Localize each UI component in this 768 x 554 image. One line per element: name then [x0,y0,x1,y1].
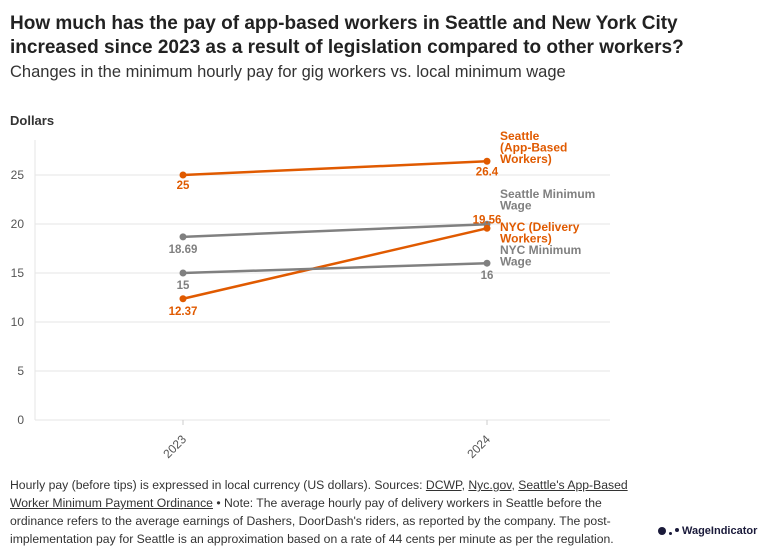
data-label: 15 [177,280,190,292]
series-label: Wage [500,255,532,269]
series-line [182,223,488,239]
data-point [179,269,187,277]
logo-dot-icon [675,528,679,532]
data-label: 12.37 [169,306,198,318]
data-label: 16 [481,270,494,282]
footnote: Hourly pay (before tips) is expressed in… [10,476,642,548]
x-tick-label: 2023 [160,432,189,461]
data-label: 18.69 [169,244,198,256]
y-tick-label: 5 [17,364,24,378]
logo-dot-icon [669,532,672,535]
series-label: NYC (Delivery [500,220,580,234]
data-point [179,233,187,241]
logo-text: WageIndicator [682,525,758,537]
separator: , [511,478,519,492]
data-label: 26.4 [476,166,499,178]
footnote-note: • Note: The average hourly pay of delive… [10,496,614,546]
data-point [179,171,187,179]
source-link-seattle[interactable]: Seattle's App-Based Worker Minimum Payme… [10,478,628,510]
data-point [483,157,491,165]
data-label: 19.56 [473,214,502,226]
data-point [483,259,491,267]
y-tick-label: 0 [17,413,24,427]
series-label: Seattle [500,129,540,143]
data-label: 25 [177,180,190,192]
separator: , [461,478,469,492]
data-point [483,224,491,232]
y-tick-label: 20 [11,217,25,231]
x-tick-label: 2024 [464,432,493,461]
source-link-nyc[interactable]: Nyc.gov [468,478,512,492]
series-line [182,227,488,300]
series-line [182,261,488,275]
chart-subtitle: Changes in the minimum hourly pay for gi… [10,63,566,81]
chart-title: How much has the pay of app-based worker… [10,13,684,58]
y-tick-label: 15 [11,266,25,280]
source-link-dcwp[interactable]: DCWP [425,478,462,492]
series-label: Seattle Minimum [500,187,595,201]
y-tick-label: 25 [11,168,25,182]
series-label: Workers) [500,152,552,166]
series-label: NYC Minimum [500,243,581,257]
y-axis-label: Dollars [10,113,55,128]
series-line [182,160,488,177]
wageindicator-logo: WageIndicator [658,525,757,537]
footnote-text: Hourly pay (before tips) is expressed in… [10,478,426,492]
y-tick-label: 10 [11,315,25,329]
series-label: Wage [500,199,532,213]
data-point [179,295,187,303]
logo-dot-icon [658,527,666,535]
series-label: (App-Based [500,141,567,155]
series-label: Workers) [500,232,552,246]
